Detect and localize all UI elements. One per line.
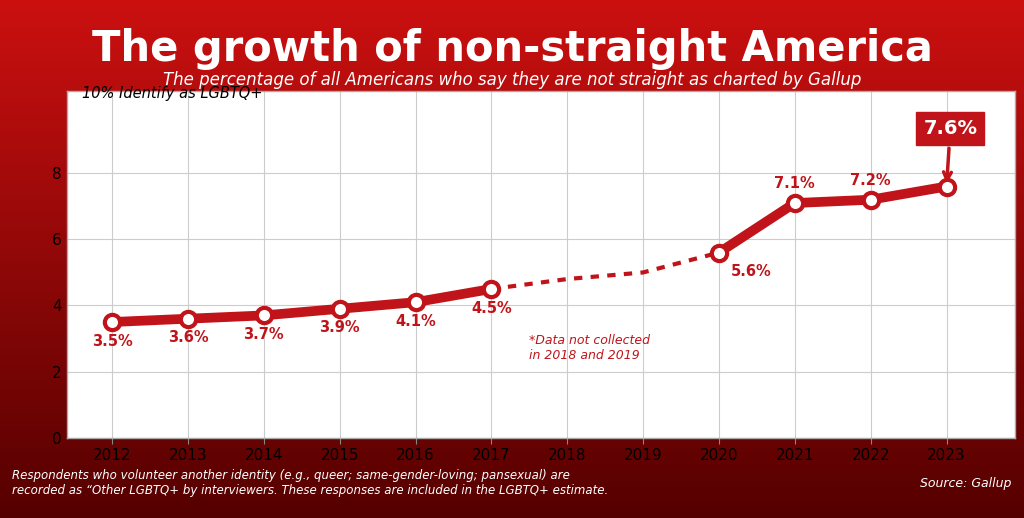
Text: *Data not collected
in 2018 and 2019: *Data not collected in 2018 and 2019: [529, 334, 650, 362]
Text: 3.6%: 3.6%: [168, 330, 208, 346]
Text: 7.2%: 7.2%: [850, 173, 891, 188]
Text: 3.5%: 3.5%: [92, 334, 132, 349]
Text: The percentage of all Americans who say they are not straight as charted by Gall: The percentage of all Americans who say …: [163, 71, 861, 89]
Text: The growth of non-straight America: The growth of non-straight America: [91, 28, 933, 70]
Text: 7.1%: 7.1%: [774, 177, 815, 192]
Text: 4.5%: 4.5%: [471, 300, 512, 315]
Text: 4.1%: 4.1%: [395, 314, 436, 329]
Text: 3.9%: 3.9%: [319, 320, 360, 335]
Text: 10% Identify as LGBTQ+: 10% Identify as LGBTQ+: [82, 85, 262, 100]
Text: Respondents who volunteer another identity (e.g., queer; same-gender-loving; pan: Respondents who volunteer another identi…: [12, 469, 608, 497]
Text: 7.6%: 7.6%: [924, 119, 977, 180]
Text: 5.6%: 5.6%: [730, 264, 771, 279]
Text: 3.7%: 3.7%: [244, 327, 284, 342]
Text: Source: Gallup: Source: Gallup: [921, 477, 1012, 490]
